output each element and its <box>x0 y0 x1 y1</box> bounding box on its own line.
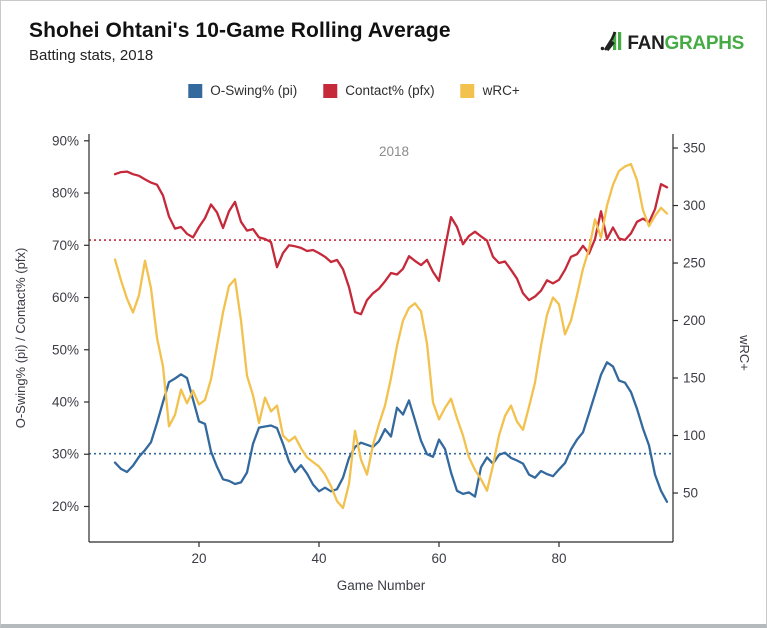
left-tick-label: 30% <box>52 447 79 462</box>
legend-item-contact: Contact% (pfx) <box>323 83 435 98</box>
right-tick-label: 350 <box>683 141 706 156</box>
fangraphs-batter-icon <box>600 29 624 59</box>
x-tick-label: 20 <box>191 551 206 566</box>
right-tick-label: 50 <box>683 486 698 501</box>
o-swing-legend-swatch-icon <box>188 83 203 98</box>
left-tick-label: 70% <box>52 238 79 253</box>
logo-text-fan: FAN <box>627 33 665 54</box>
year-annotation: 2018 <box>379 144 409 159</box>
legend-label-o-swing: O-Swing% (pi) <box>210 83 298 98</box>
fangraphs-logo[interactable]: FAN GRAPHS <box>600 29 744 59</box>
plot-area[interactable] <box>89 134 673 542</box>
right-tick-label: 300 <box>683 198 706 213</box>
series-line-contact[interactable] <box>113 170 669 316</box>
page-title: Shohei Ohtani's 10-Game Rolling Average <box>29 19 451 42</box>
page-subtitle: Batting stats, 2018 <box>29 47 154 64</box>
left-tick-label: 80% <box>52 186 79 201</box>
wrc-legend-swatch-icon <box>460 83 475 98</box>
series-line-wrc[interactable] <box>113 162 669 510</box>
logo-text-graphs: GRAPHS <box>664 33 745 54</box>
series-line-o-swing[interactable] <box>113 361 669 503</box>
legend-label-contact: Contact% (pfx) <box>345 83 435 98</box>
right-axis-title: wRC+ <box>737 334 752 371</box>
x-tick-label: 40 <box>311 551 326 566</box>
chart-legend: O-Swing% (pi) Contact% (pfx) wRC+ <box>188 83 520 98</box>
x-tick-label: 60 <box>431 551 446 566</box>
left-tick-label: 20% <box>52 499 79 514</box>
right-tick-label: 250 <box>683 256 706 271</box>
legend-item-wrc: wRC+ <box>460 83 520 98</box>
legend-label-wrc: wRC+ <box>482 83 520 98</box>
left-tick-label: 60% <box>52 290 79 305</box>
x-tick-label: 80 <box>551 551 566 566</box>
left-tick-label: 40% <box>52 394 79 409</box>
left-axis-title: O-Swing% (pi) / Contact% (pfx) <box>13 248 28 429</box>
right-tick-label: 100 <box>683 428 706 443</box>
contact-legend-swatch-icon <box>323 83 338 98</box>
left-tick-label: 90% <box>52 133 79 148</box>
left-tick-label: 50% <box>52 342 79 357</box>
right-tick-label: 200 <box>683 313 706 328</box>
legend-item-o-swing: O-Swing% (pi) <box>188 83 297 98</box>
x-axis-title: Game Number <box>337 578 426 593</box>
right-tick-label: 150 <box>683 371 706 386</box>
